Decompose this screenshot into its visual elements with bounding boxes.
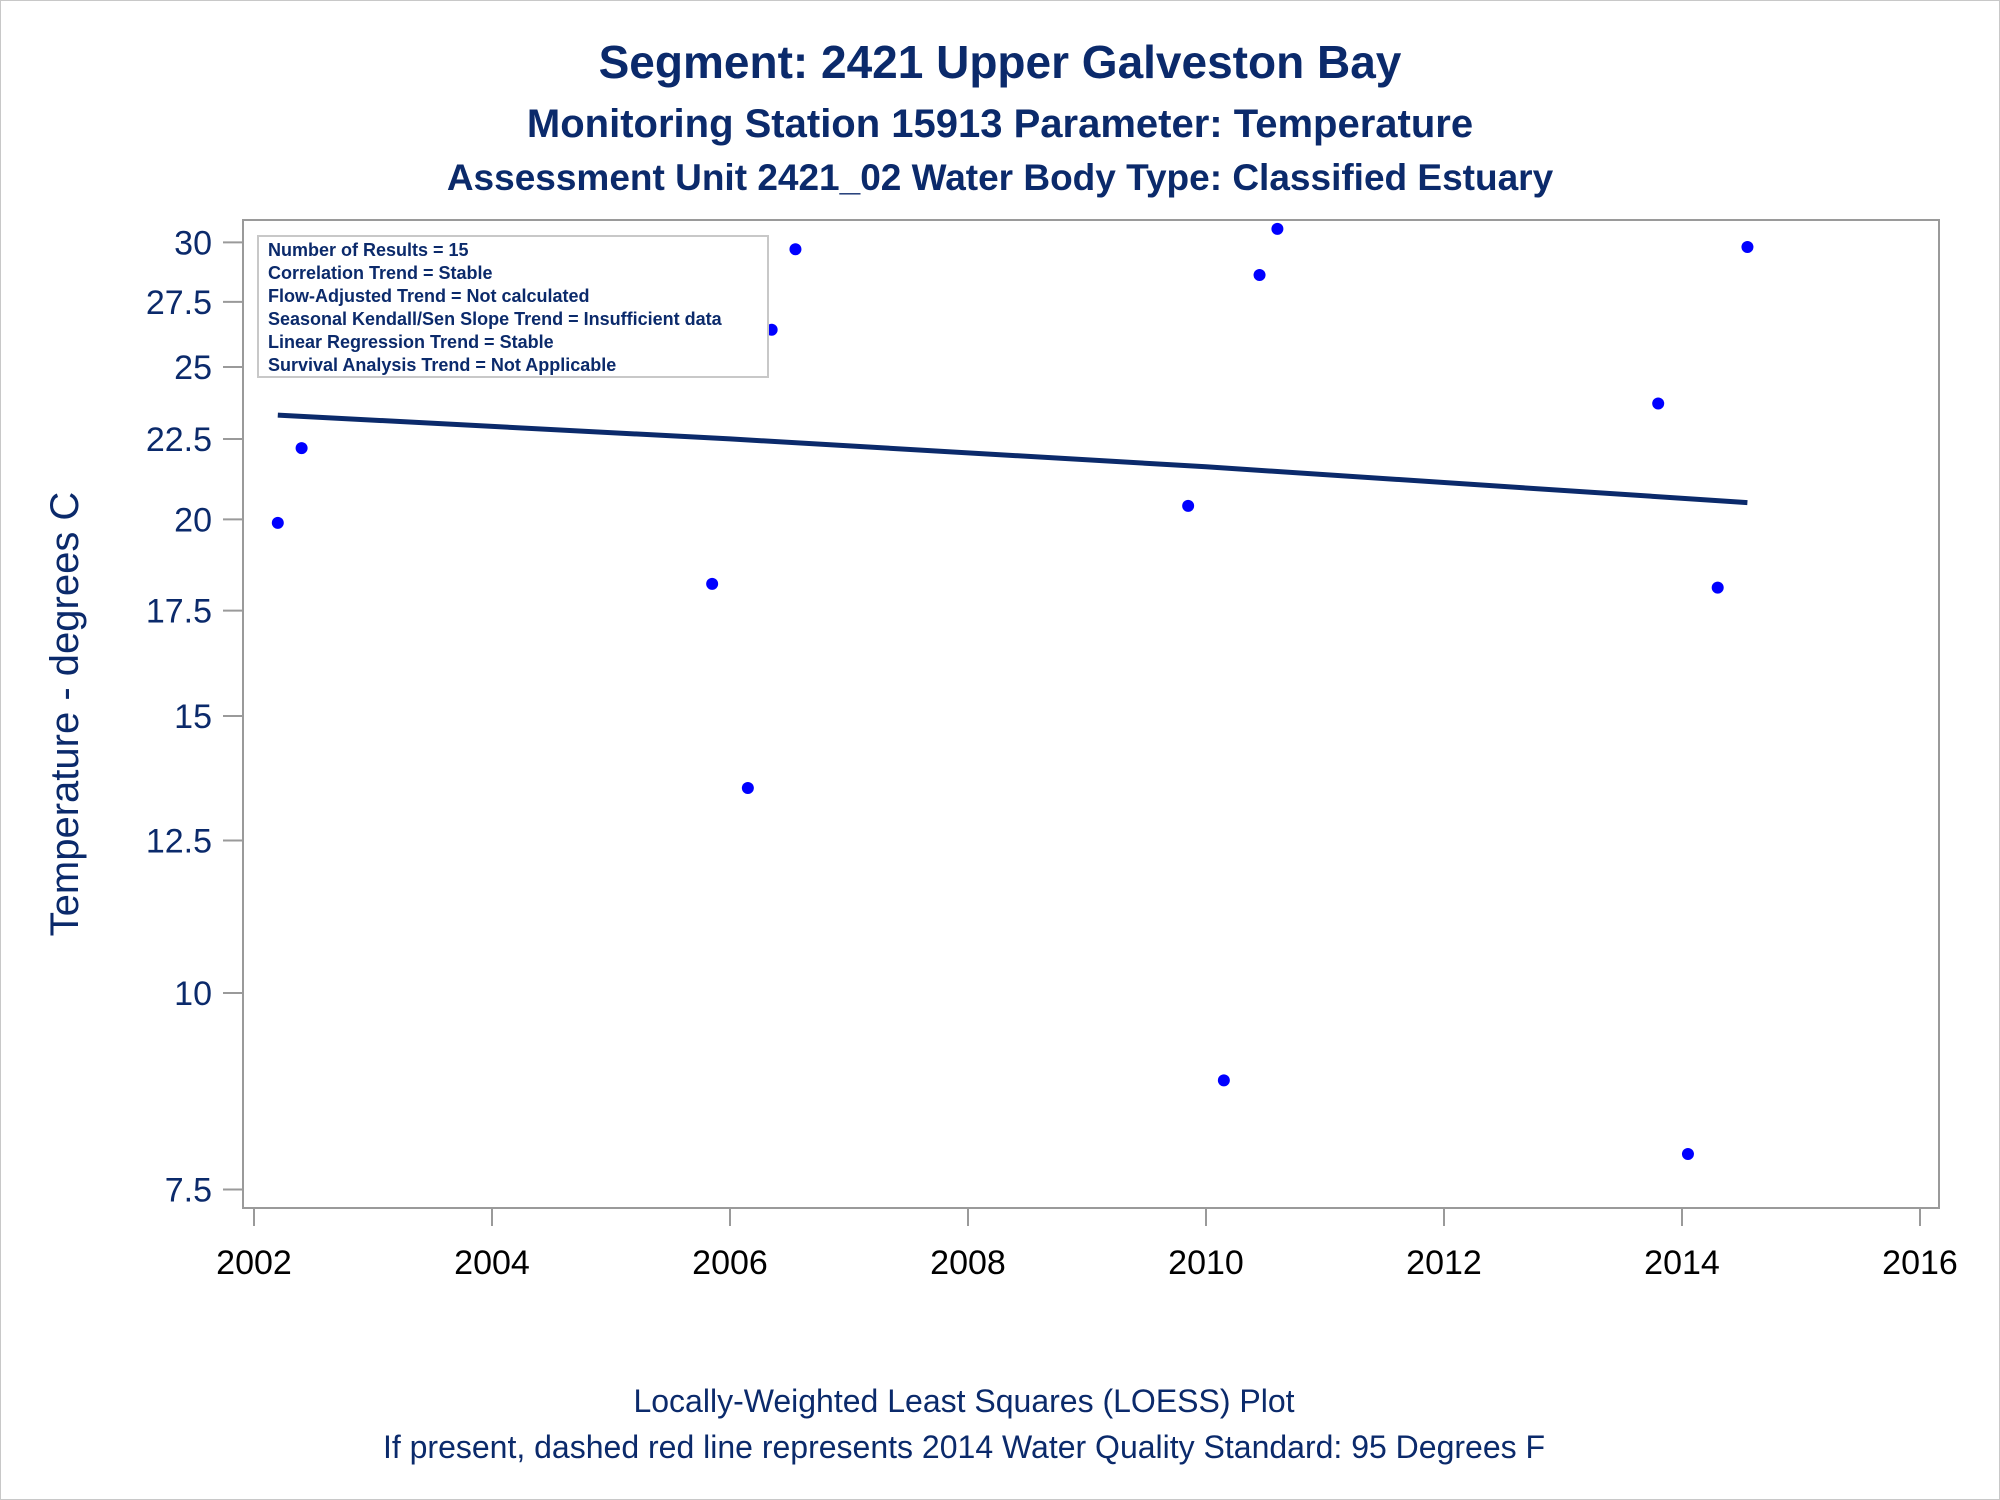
data-point — [1652, 397, 1665, 410]
footnote-loess: Locally-Weighted Least Squares (LOESS) P… — [633, 1383, 1294, 1419]
plot-area — [242, 219, 1940, 1209]
x-tick-label: 2002 — [216, 1244, 292, 1282]
stats-line-results: Number of Results = 15 — [268, 240, 469, 260]
data-point — [1741, 240, 1754, 253]
loess-trend-line — [277, 412, 1748, 506]
data-point — [1711, 581, 1724, 594]
data-point — [706, 577, 719, 590]
stats-box: Number of Results = 15 Correlation Trend… — [257, 235, 769, 378]
chart-title: Segment: 2421 Upper Galveston Bay — [599, 36, 1402, 88]
x-tick-label: 2012 — [1406, 1244, 1482, 1282]
x-axis: 2002 2004 2006 2008 2010 2012 2014 2016 — [216, 1208, 1958, 1282]
stats-line-survival: Survival Analysis Trend = Not Applicable — [268, 355, 616, 375]
data-point — [741, 781, 754, 794]
data-point — [1271, 222, 1284, 235]
stats-box-frame — [257, 235, 769, 378]
stats-line-correlation: Correlation Trend = Stable — [268, 263, 493, 283]
y-tick-label: 20 — [174, 501, 212, 539]
y-tick-label: 15 — [174, 698, 212, 736]
chart-subtitle: Monitoring Station 15913 Parameter: Temp… — [527, 102, 1473, 146]
data-point — [789, 243, 802, 256]
data-point — [1217, 1074, 1230, 1087]
y-tick-label: 10 — [174, 975, 212, 1013]
stats-line-seasonal-kendall: Seasonal Kendall/Sen Slope Trend = Insuf… — [268, 309, 723, 329]
y-tick-label: 17.5 — [146, 593, 212, 631]
x-tick-label: 2010 — [1168, 1244, 1244, 1282]
x-tick-label: 2006 — [692, 1244, 768, 1282]
data-point — [1253, 269, 1266, 282]
x-tick-label: 2004 — [454, 1244, 530, 1282]
y-tick-label: 25 — [174, 349, 212, 387]
trend-line-group — [277, 412, 1748, 506]
stats-line-linear-regression: Linear Regression Trend = Stable — [268, 332, 554, 352]
x-tick-label: 2008 — [930, 1244, 1006, 1282]
y-tick-label: 12.5 — [146, 823, 212, 861]
chart-subtitle-2: Assessment Unit 2421_02 Water Body Type:… — [447, 157, 1554, 198]
y-tick-label: 22.5 — [146, 421, 212, 459]
x-tick-label: 2016 — [1882, 1244, 1958, 1282]
y-tick-label: 27.5 — [146, 284, 212, 322]
data-point — [295, 442, 308, 455]
x-tick-label: 2014 — [1644, 1244, 1720, 1282]
y-tick-label: 7.5 — [165, 1172, 212, 1210]
footnote-standard: If present, dashed red line represents 2… — [383, 1429, 1545, 1465]
y-tick-label: 30 — [174, 224, 212, 262]
data-point — [1182, 499, 1195, 512]
y-axis: 7.5 10 12.5 15 17.5 20 22.5 25 27.5 30 — [146, 224, 243, 1210]
stats-line-flow-adjusted: Flow-Adjusted Trend = Not calculated — [268, 286, 590, 306]
data-point — [271, 516, 284, 529]
y-axis-label: Temperature - degrees C — [43, 492, 87, 937]
data-point — [1681, 1148, 1694, 1161]
